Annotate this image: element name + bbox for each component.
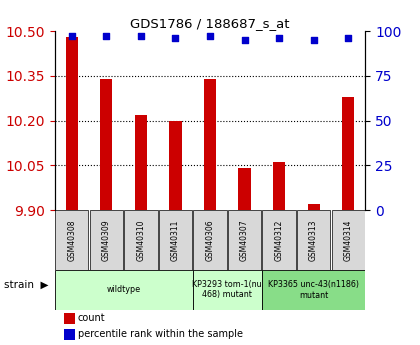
FancyBboxPatch shape [124,210,158,270]
Point [310,37,317,43]
Bar [135,115,147,210]
Point [103,34,110,39]
Text: GSM40313: GSM40313 [309,219,318,261]
Bar [100,79,113,210]
Text: wildtype: wildtype [107,285,141,294]
Bar [204,79,216,210]
FancyBboxPatch shape [194,210,226,270]
Bar [169,121,181,210]
Point [207,34,213,39]
Bar [66,37,78,210]
FancyBboxPatch shape [331,210,365,270]
FancyBboxPatch shape [159,210,192,270]
Text: GSM40309: GSM40309 [102,219,111,261]
FancyBboxPatch shape [90,210,123,270]
FancyBboxPatch shape [228,210,261,270]
Text: GSM40308: GSM40308 [67,219,76,261]
FancyBboxPatch shape [297,210,330,270]
Text: GSM40311: GSM40311 [171,219,180,261]
Point [68,34,75,39]
Text: GSM40310: GSM40310 [136,219,145,261]
Text: KP3293 tom-1(nu
468) mutant: KP3293 tom-1(nu 468) mutant [192,280,262,299]
Bar [342,97,354,210]
Bar [307,204,320,210]
Point [138,34,144,39]
Text: strain  ▶: strain ▶ [4,280,49,289]
FancyBboxPatch shape [262,210,296,270]
Text: GSM40307: GSM40307 [240,219,249,261]
FancyBboxPatch shape [55,270,193,310]
Text: count: count [78,313,105,323]
Text: percentile rank within the sample: percentile rank within the sample [78,329,243,339]
Text: GSM40314: GSM40314 [344,219,353,261]
FancyBboxPatch shape [193,270,262,310]
Point [276,36,282,41]
Bar [273,162,285,210]
Text: KP3365 unc-43(n1186)
mutant: KP3365 unc-43(n1186) mutant [268,280,359,299]
Text: GSM40312: GSM40312 [275,219,284,261]
Bar [64,313,75,324]
Text: GSM40306: GSM40306 [205,219,215,261]
FancyBboxPatch shape [262,270,365,310]
Bar [239,168,251,210]
Point [241,37,248,43]
Bar [64,329,75,340]
FancyBboxPatch shape [55,210,89,270]
Point [345,36,352,41]
Title: GDS1786 / 188687_s_at: GDS1786 / 188687_s_at [130,17,290,30]
Point [172,36,179,41]
